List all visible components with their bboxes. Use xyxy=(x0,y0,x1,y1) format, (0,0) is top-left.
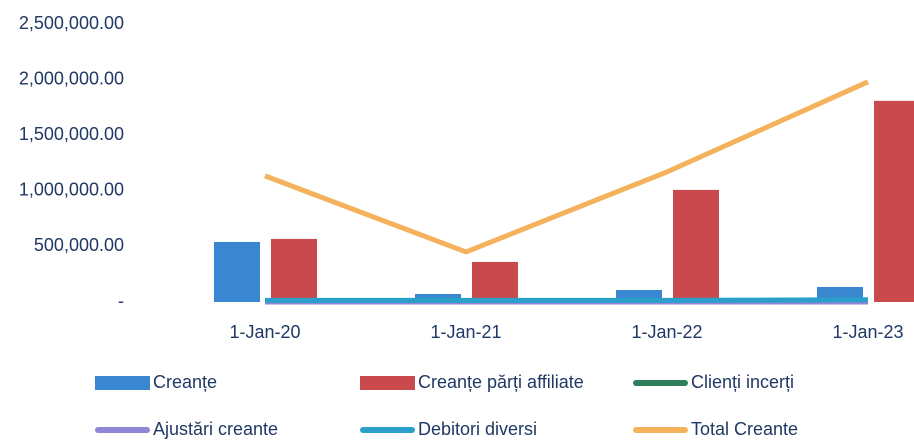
legend-swatch xyxy=(360,376,415,390)
legend-swatch xyxy=(633,380,688,386)
bar xyxy=(472,261,518,302)
y-tick-label: - xyxy=(118,291,124,311)
legend-label: Debitori diversi xyxy=(418,419,537,439)
y-tick-label: 2,000,000.00 xyxy=(19,68,124,88)
legend-label: Total Creante xyxy=(691,419,798,439)
x-tick-label: 1-Jan-23 xyxy=(832,322,903,342)
y-tick-label: 1,500,000.00 xyxy=(19,124,124,144)
bar xyxy=(214,241,260,302)
legend-swatch xyxy=(633,427,688,433)
line-series xyxy=(265,297,869,303)
legend-swatch xyxy=(360,427,415,433)
x-tick-label: 1-Jan-20 xyxy=(229,322,300,342)
legend-swatch xyxy=(95,427,150,433)
bar xyxy=(874,100,914,302)
legend-label: Ajustări creante xyxy=(153,419,278,439)
bar xyxy=(271,238,317,302)
y-tick-label: 1,000,000.00 xyxy=(19,180,124,200)
bar xyxy=(673,189,719,302)
x-tick-label: 1-Jan-21 xyxy=(430,322,501,342)
x-tick-label: 1-Jan-22 xyxy=(631,322,702,342)
y-tick-label: 2,500,000.00 xyxy=(19,13,124,33)
y-tick-label: 500,000.00 xyxy=(34,235,124,255)
legend-swatch xyxy=(95,376,150,390)
legend-label: Creanțe xyxy=(153,372,217,392)
line-series xyxy=(264,79,870,255)
legend-label: Creanțe părți affiliate xyxy=(418,372,584,392)
legend-label: Clienți incerți xyxy=(691,372,794,392)
